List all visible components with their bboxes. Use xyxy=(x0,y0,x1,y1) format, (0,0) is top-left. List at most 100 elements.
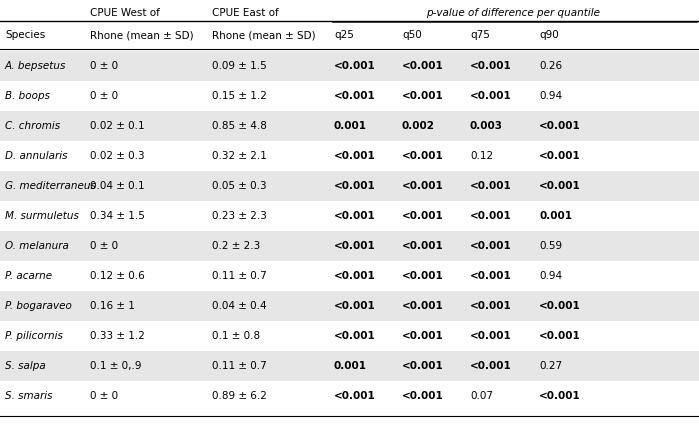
Text: 0.04 ± 0.1: 0.04 ± 0.1 xyxy=(90,181,145,191)
Text: CPUE West of: CPUE West of xyxy=(90,8,160,18)
Text: <0.001: <0.001 xyxy=(470,241,512,251)
Text: <0.001: <0.001 xyxy=(539,151,581,161)
Text: Species: Species xyxy=(5,30,45,40)
Text: <0.001: <0.001 xyxy=(334,151,376,161)
Text: P. acarne: P. acarne xyxy=(5,271,52,281)
Text: CPUE East of: CPUE East of xyxy=(212,8,279,18)
Text: B. boops: B. boops xyxy=(5,91,50,101)
Text: 0.23 ± 2.3: 0.23 ± 2.3 xyxy=(212,211,267,221)
Text: <0.001: <0.001 xyxy=(334,61,376,71)
Text: 0.002: 0.002 xyxy=(402,121,435,131)
Bar xyxy=(0,51,699,81)
Text: p-value of difference per quantile: p-value of difference per quantile xyxy=(426,8,600,18)
Text: 0.32 ± 2.1: 0.32 ± 2.1 xyxy=(212,151,267,161)
Text: 0.001: 0.001 xyxy=(334,121,367,131)
Text: 0.94: 0.94 xyxy=(539,91,562,101)
Text: <0.001: <0.001 xyxy=(334,211,376,221)
Text: <0.001: <0.001 xyxy=(539,331,581,341)
Text: 0.07: 0.07 xyxy=(470,391,493,401)
Text: 0 ± 0: 0 ± 0 xyxy=(90,391,118,401)
Text: 0.02 ± 0.1: 0.02 ± 0.1 xyxy=(90,121,145,131)
Text: <0.001: <0.001 xyxy=(402,361,444,371)
Text: <0.001: <0.001 xyxy=(539,391,581,401)
Text: <0.001: <0.001 xyxy=(402,181,444,191)
Text: <0.001: <0.001 xyxy=(334,391,376,401)
Text: 0.1 ± 0,.9: 0.1 ± 0,.9 xyxy=(90,361,141,371)
Text: 0.12 ± 0.6: 0.12 ± 0.6 xyxy=(90,271,145,281)
Text: 0.26: 0.26 xyxy=(539,61,562,71)
Text: S. smaris: S. smaris xyxy=(5,391,52,401)
Bar xyxy=(0,111,699,141)
Text: q90: q90 xyxy=(539,30,559,40)
Bar xyxy=(0,351,699,381)
Text: P. bogaraveo: P. bogaraveo xyxy=(5,301,72,311)
Bar xyxy=(0,291,699,321)
Text: <0.001: <0.001 xyxy=(402,91,444,101)
Text: 0.001: 0.001 xyxy=(334,361,367,371)
Text: q75: q75 xyxy=(470,30,490,40)
Text: G. mediterraneus: G. mediterraneus xyxy=(5,181,96,191)
Text: 0.16 ± 1: 0.16 ± 1 xyxy=(90,301,135,311)
Text: 0 ± 0: 0 ± 0 xyxy=(90,241,118,251)
Text: q50: q50 xyxy=(402,30,421,40)
Text: <0.001: <0.001 xyxy=(334,181,376,191)
Text: <0.001: <0.001 xyxy=(402,331,444,341)
Text: <0.001: <0.001 xyxy=(539,121,581,131)
Text: <0.001: <0.001 xyxy=(334,91,376,101)
Bar xyxy=(0,171,699,201)
Text: O. melanura: O. melanura xyxy=(5,241,69,251)
Text: 0 ± 0: 0 ± 0 xyxy=(90,91,118,101)
Text: <0.001: <0.001 xyxy=(539,181,581,191)
Text: 0 ± 0: 0 ± 0 xyxy=(90,61,118,71)
Text: <0.001: <0.001 xyxy=(470,91,512,101)
Text: 0.59: 0.59 xyxy=(539,241,562,251)
Text: <0.001: <0.001 xyxy=(402,391,444,401)
Text: 0.09 ± 1.5: 0.09 ± 1.5 xyxy=(212,61,267,71)
Text: 0.001: 0.001 xyxy=(539,211,572,221)
Text: 0.11 ± 0.7: 0.11 ± 0.7 xyxy=(212,361,267,371)
Text: Rhone (mean ± SD): Rhone (mean ± SD) xyxy=(90,30,194,40)
Text: <0.001: <0.001 xyxy=(334,331,376,341)
Text: 0.89 ± 6.2: 0.89 ± 6.2 xyxy=(212,391,267,401)
Text: S. salpa: S. salpa xyxy=(5,361,45,371)
Text: 0.2 ± 2.3: 0.2 ± 2.3 xyxy=(212,241,260,251)
Text: 0.34 ± 1.5: 0.34 ± 1.5 xyxy=(90,211,145,221)
Text: 0.85 ± 4.8: 0.85 ± 4.8 xyxy=(212,121,267,131)
Text: <0.001: <0.001 xyxy=(402,301,444,311)
Text: 0.04 ± 0.4: 0.04 ± 0.4 xyxy=(212,301,266,311)
Text: <0.001: <0.001 xyxy=(470,331,512,341)
Text: 0.1 ± 0.8: 0.1 ± 0.8 xyxy=(212,331,260,341)
Text: <0.001: <0.001 xyxy=(334,241,376,251)
Text: 0.15 ± 1.2: 0.15 ± 1.2 xyxy=(212,91,267,101)
Text: M. surmuletus: M. surmuletus xyxy=(5,211,79,221)
Text: <0.001: <0.001 xyxy=(470,271,512,281)
Text: <0.001: <0.001 xyxy=(470,361,512,371)
Text: 0.02 ± 0.3: 0.02 ± 0.3 xyxy=(90,151,145,161)
Text: 0.12: 0.12 xyxy=(470,151,493,161)
Text: <0.001: <0.001 xyxy=(470,301,512,311)
Text: <0.001: <0.001 xyxy=(539,301,581,311)
Text: <0.001: <0.001 xyxy=(334,301,376,311)
Text: <0.001: <0.001 xyxy=(470,181,512,191)
Text: C. chromis: C. chromis xyxy=(5,121,60,131)
Text: <0.001: <0.001 xyxy=(402,151,444,161)
Text: 0.05 ± 0.3: 0.05 ± 0.3 xyxy=(212,181,266,191)
Text: 0.003: 0.003 xyxy=(470,121,503,131)
Text: <0.001: <0.001 xyxy=(334,271,376,281)
Text: Rhone (mean ± SD): Rhone (mean ± SD) xyxy=(212,30,316,40)
Text: 0.27: 0.27 xyxy=(539,361,562,371)
Text: A. bepsetus: A. bepsetus xyxy=(5,61,66,71)
Text: <0.001: <0.001 xyxy=(402,61,444,71)
Text: <0.001: <0.001 xyxy=(470,61,512,71)
Text: 0.33 ± 1.2: 0.33 ± 1.2 xyxy=(90,331,145,341)
Text: 0.11 ± 0.7: 0.11 ± 0.7 xyxy=(212,271,267,281)
Text: q25: q25 xyxy=(334,30,354,40)
Text: <0.001: <0.001 xyxy=(402,211,444,221)
Text: 0.94: 0.94 xyxy=(539,271,562,281)
Text: <0.001: <0.001 xyxy=(402,241,444,251)
Text: D. annularis: D. annularis xyxy=(5,151,68,161)
Text: <0.001: <0.001 xyxy=(402,271,444,281)
Text: <0.001: <0.001 xyxy=(470,211,512,221)
Text: P. pilicornis: P. pilicornis xyxy=(5,331,63,341)
Bar xyxy=(0,231,699,261)
